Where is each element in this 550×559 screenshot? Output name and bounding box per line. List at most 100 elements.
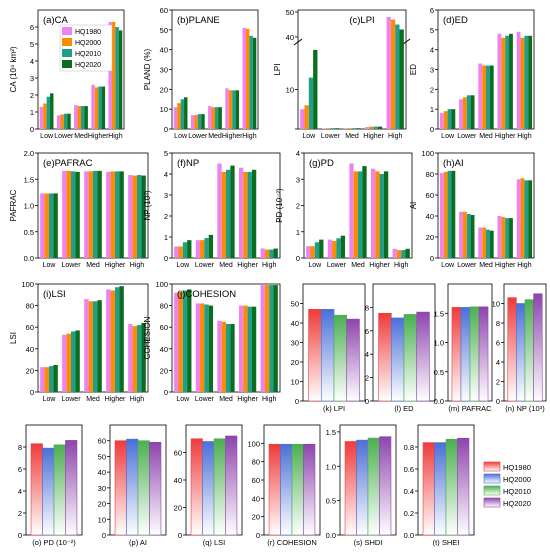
bar-med-hq2020 bbox=[362, 166, 367, 258]
y-tick-label: 3 bbox=[430, 66, 434, 75]
y-tick-label: 40 bbox=[426, 212, 434, 221]
bar-high-hq2010 bbox=[137, 325, 142, 392]
chart-title: (g)PD bbox=[309, 158, 334, 169]
y-tick-label: 40 bbox=[286, 33, 294, 42]
x-axis-label: (o) PD (10⁻²) bbox=[32, 538, 76, 547]
bar-hq2020 bbox=[416, 311, 430, 402]
y-tick-label: 0 bbox=[430, 254, 434, 263]
y-tick-label: 0.0 bbox=[434, 397, 444, 406]
y-tick-label: 0.5 bbox=[24, 228, 34, 237]
y-axis-label: ED bbox=[409, 64, 418, 75]
y-tick-label: 20 bbox=[291, 358, 299, 367]
chart-n: 0 2 4 6 8 10 (n) NP (10³) bbox=[492, 283, 547, 413]
bar-hq1980 bbox=[30, 443, 43, 536]
bar-low-hq2000 bbox=[43, 103, 47, 129]
bar-higher-hq2020 bbox=[251, 306, 257, 392]
bar-low-hq2010 bbox=[46, 96, 51, 129]
x-tick-label: Lower bbox=[327, 262, 347, 269]
x-tick-label: Med bbox=[219, 262, 233, 269]
y-tick-label: 40 bbox=[174, 476, 182, 485]
legend-label-hq2010: HQ2010 bbox=[503, 487, 531, 496]
y-tick-label: 1.5 bbox=[326, 428, 336, 437]
bar-med-hq2010 bbox=[358, 171, 363, 258]
y-tick-label: 40 bbox=[160, 46, 168, 55]
bar-low-hq2020 bbox=[50, 93, 54, 129]
chart-g: 0 1 2 3 4 Low Lower Med Higher High (g)PD PD (10⁻²) bbox=[275, 149, 413, 269]
bar-hq2020 bbox=[533, 293, 543, 402]
bar-med-hq1980 bbox=[84, 299, 89, 392]
bar-hq2020 bbox=[65, 440, 78, 536]
bar-hq2020 bbox=[303, 443, 316, 536]
bar-lower-hq2000 bbox=[200, 240, 205, 258]
bar-lower-hq2010 bbox=[466, 95, 471, 129]
x-axis-label: (t) SHEI bbox=[433, 538, 460, 547]
x-tick-label: Low bbox=[176, 262, 190, 269]
y-tick-label: 2 bbox=[430, 85, 434, 94]
bar-lower-hq1980 bbox=[56, 115, 61, 129]
y-tick-label: 40 bbox=[98, 468, 106, 477]
chart-f: 0 1 2 3 4 5 Low Lower Med Higher High (f)NP NP (10³) bbox=[143, 149, 281, 269]
bar-high-hq1980 bbox=[260, 285, 265, 392]
bar-high-hq1980 bbox=[128, 323, 133, 392]
bar-low-hq1980 bbox=[300, 109, 305, 129]
bar-hq2020 bbox=[457, 437, 470, 536]
y-tick-label: 2 bbox=[496, 378, 500, 387]
y-tick-label: 80 bbox=[26, 302, 34, 311]
bar-low-hq2020 bbox=[53, 365, 58, 392]
y-tick-label: 60 bbox=[174, 449, 182, 458]
bar-low-hq2020 bbox=[187, 289, 192, 392]
y-tick-label: 50 bbox=[160, 26, 168, 35]
bar-low-hq1980 bbox=[306, 246, 311, 258]
bar-med-hq2020 bbox=[97, 300, 102, 392]
bar-higher-hq2020 bbox=[119, 286, 124, 392]
bar-high-hq2010 bbox=[137, 175, 142, 258]
y-tick-label: 2 bbox=[296, 202, 300, 211]
y-tick-label: 2 bbox=[365, 374, 369, 383]
y-axis-label: AI bbox=[409, 202, 418, 210]
y-tick-label: 0.4 bbox=[404, 487, 414, 496]
y-tick-label: 8 bbox=[365, 303, 369, 312]
bar-lower-hq2000 bbox=[462, 211, 467, 258]
y-tick-label: 0.0 bbox=[404, 531, 414, 540]
x-tick-label: Higher bbox=[237, 262, 258, 269]
bar-low-hq2020 bbox=[53, 193, 58, 258]
bar-med-hq2000 bbox=[482, 227, 486, 258]
bar-med-hq2010 bbox=[93, 301, 98, 392]
y-tick-label: 60 bbox=[252, 476, 260, 485]
bar-high-hq2000 bbox=[396, 250, 402, 258]
bar-med-hq2020 bbox=[97, 170, 102, 258]
y-tick-label: 0.0 bbox=[24, 254, 34, 263]
bar-higher-hq2000 bbox=[94, 87, 99, 129]
y-tick-label: 60 bbox=[160, 323, 168, 332]
bar-hq1980 bbox=[451, 307, 462, 402]
bar-hq2000 bbox=[202, 441, 215, 536]
legend-swatch-hq2010 bbox=[62, 49, 72, 57]
bar-higher-hq1980 bbox=[225, 88, 229, 129]
x-tick-label: Med bbox=[74, 133, 88, 140]
bar-hq2010 bbox=[445, 438, 458, 536]
y-tick-label: 6 bbox=[30, 23, 34, 32]
y-tick-label: 4 bbox=[296, 149, 300, 158]
chart-s: 0.0 0.5 1.0 1.5 (s) SHDI bbox=[326, 424, 397, 547]
bar-lower-hq2010 bbox=[197, 114, 202, 129]
chart-a: 0 1 2 3 4 5 6 Low Lower Med Higher High (a)CA CA (10⁴… bbox=[9, 9, 125, 140]
chart-title: (f)NP bbox=[177, 158, 199, 169]
x-tick-label: Lower bbox=[457, 262, 477, 269]
axis-break-mark bbox=[293, 38, 303, 46]
y-tick-label: 0.5 bbox=[326, 497, 336, 506]
bar-higher-hq2010 bbox=[115, 171, 120, 258]
bar-high-hq2010 bbox=[115, 27, 119, 129]
x-tick-label: Lower bbox=[188, 133, 208, 140]
bar-hq2000 bbox=[516, 303, 526, 402]
bar-low-hq2000 bbox=[304, 105, 309, 129]
y-tick-label: 6 bbox=[365, 327, 369, 336]
bar-lower-hq2020 bbox=[340, 235, 346, 258]
bar-low-hq2000 bbox=[44, 367, 49, 392]
legend-swatch-hq2020 bbox=[62, 60, 72, 68]
x-tick-label: Med bbox=[479, 133, 493, 140]
bar-higher-hq2000 bbox=[369, 126, 374, 129]
y-tick-label: 10 bbox=[286, 85, 294, 94]
legend-label-hq2020: HQ2020 bbox=[75, 62, 101, 69]
x-tick-label: Higher bbox=[363, 133, 384, 140]
x-tick-label: Low bbox=[302, 133, 316, 140]
